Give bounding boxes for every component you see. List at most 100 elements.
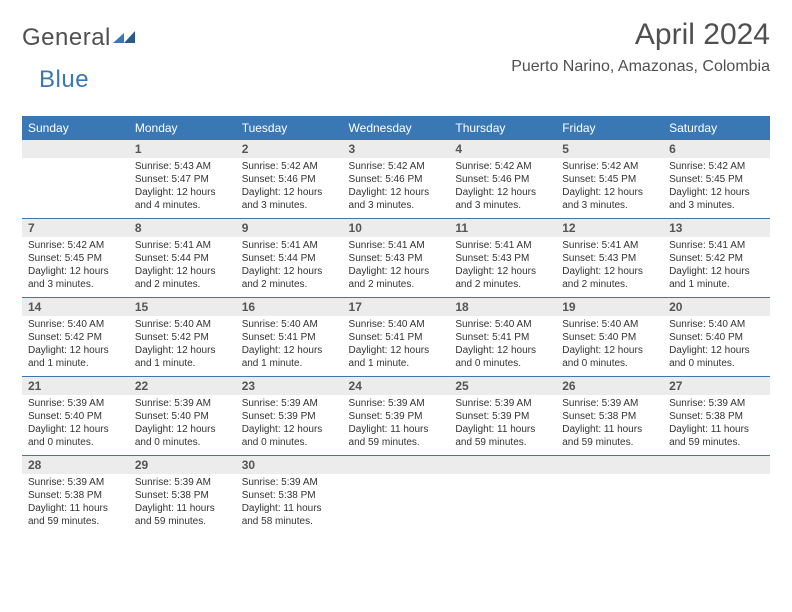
day-number (556, 456, 663, 474)
calendar-day-cell: 21Sunrise: 5:39 AMSunset: 5:40 PMDayligh… (22, 377, 129, 456)
calendar-day-cell (343, 456, 450, 535)
day-details (22, 158, 129, 208)
day-number: 15 (129, 298, 236, 316)
calendar-day-cell: 8Sunrise: 5:41 AMSunset: 5:44 PMDaylight… (129, 219, 236, 298)
calendar-day-cell: 5Sunrise: 5:42 AMSunset: 5:45 PMDaylight… (556, 140, 663, 219)
day-details: Sunrise: 5:39 AMSunset: 5:38 PMDaylight:… (236, 474, 343, 534)
day-number: 13 (663, 219, 770, 237)
day-details: Sunrise: 5:39 AMSunset: 5:40 PMDaylight:… (22, 395, 129, 455)
day-number (343, 456, 450, 474)
calendar-day-cell (663, 456, 770, 535)
day-number (449, 456, 556, 474)
day-number: 12 (556, 219, 663, 237)
day-details: Sunrise: 5:40 AMSunset: 5:41 PMDaylight:… (449, 316, 556, 376)
calendar-week-row: 28Sunrise: 5:39 AMSunset: 5:38 PMDayligh… (22, 456, 770, 535)
month-title: April 2024 (511, 18, 770, 52)
calendar-day-cell: 6Sunrise: 5:42 AMSunset: 5:45 PMDaylight… (663, 140, 770, 219)
calendar-day-cell: 17Sunrise: 5:40 AMSunset: 5:41 PMDayligh… (343, 298, 450, 377)
day-number: 26 (556, 377, 663, 395)
day-number: 27 (663, 377, 770, 395)
day-number: 25 (449, 377, 556, 395)
day-details: Sunrise: 5:42 AMSunset: 5:46 PMDaylight:… (343, 158, 450, 218)
calendar-day-cell: 23Sunrise: 5:39 AMSunset: 5:39 PMDayligh… (236, 377, 343, 456)
calendar-day-cell: 24Sunrise: 5:39 AMSunset: 5:39 PMDayligh… (343, 377, 450, 456)
day-number: 16 (236, 298, 343, 316)
calendar-week-row: 1Sunrise: 5:43 AMSunset: 5:47 PMDaylight… (22, 140, 770, 219)
day-details: Sunrise: 5:42 AMSunset: 5:46 PMDaylight:… (236, 158, 343, 218)
brand-word-2: Blue (39, 66, 89, 93)
calendar-day-cell: 15Sunrise: 5:40 AMSunset: 5:42 PMDayligh… (129, 298, 236, 377)
calendar-day-cell (449, 456, 556, 535)
day-details: Sunrise: 5:40 AMSunset: 5:42 PMDaylight:… (129, 316, 236, 376)
calendar-day-cell: 30Sunrise: 5:39 AMSunset: 5:38 PMDayligh… (236, 456, 343, 535)
day-details: Sunrise: 5:40 AMSunset: 5:40 PMDaylight:… (556, 316, 663, 376)
day-number: 30 (236, 456, 343, 474)
day-details: Sunrise: 5:42 AMSunset: 5:45 PMDaylight:… (663, 158, 770, 218)
day-number: 7 (22, 219, 129, 237)
calendar-day-cell: 9Sunrise: 5:41 AMSunset: 5:44 PMDaylight… (236, 219, 343, 298)
day-number: 8 (129, 219, 236, 237)
calendar-day-cell: 13Sunrise: 5:41 AMSunset: 5:42 PMDayligh… (663, 219, 770, 298)
calendar-day-cell (556, 456, 663, 535)
calendar-body: 1Sunrise: 5:43 AMSunset: 5:47 PMDaylight… (22, 140, 770, 534)
day-details: Sunrise: 5:41 AMSunset: 5:43 PMDaylight:… (343, 237, 450, 297)
day-details: Sunrise: 5:39 AMSunset: 5:38 PMDaylight:… (556, 395, 663, 455)
day-number: 14 (22, 298, 129, 316)
day-number: 24 (343, 377, 450, 395)
calendar-week-row: 21Sunrise: 5:39 AMSunset: 5:40 PMDayligh… (22, 377, 770, 456)
day-number: 22 (129, 377, 236, 395)
day-number: 19 (556, 298, 663, 316)
day-details: Sunrise: 5:39 AMSunset: 5:40 PMDaylight:… (129, 395, 236, 455)
calendar-day-cell: 11Sunrise: 5:41 AMSunset: 5:43 PMDayligh… (449, 219, 556, 298)
day-details: Sunrise: 5:41 AMSunset: 5:44 PMDaylight:… (129, 237, 236, 297)
calendar-table: Sunday Monday Tuesday Wednesday Thursday… (22, 116, 770, 534)
day-number: 20 (663, 298, 770, 316)
weekday-header: Sunday (22, 116, 129, 140)
day-details: Sunrise: 5:42 AMSunset: 5:46 PMDaylight:… (449, 158, 556, 218)
day-details: Sunrise: 5:40 AMSunset: 5:41 PMDaylight:… (343, 316, 450, 376)
weekday-header-row: Sunday Monday Tuesday Wednesday Thursday… (22, 116, 770, 140)
calendar-week-row: 14Sunrise: 5:40 AMSunset: 5:42 PMDayligh… (22, 298, 770, 377)
calendar-day-cell: 4Sunrise: 5:42 AMSunset: 5:46 PMDaylight… (449, 140, 556, 219)
day-number: 1 (129, 140, 236, 158)
calendar-day-cell: 19Sunrise: 5:40 AMSunset: 5:40 PMDayligh… (556, 298, 663, 377)
day-details: Sunrise: 5:41 AMSunset: 5:44 PMDaylight:… (236, 237, 343, 297)
calendar-day-cell: 1Sunrise: 5:43 AMSunset: 5:47 PMDaylight… (129, 140, 236, 219)
calendar-day-cell: 26Sunrise: 5:39 AMSunset: 5:38 PMDayligh… (556, 377, 663, 456)
weekday-header: Tuesday (236, 116, 343, 140)
day-details: Sunrise: 5:39 AMSunset: 5:38 PMDaylight:… (129, 474, 236, 534)
day-number (22, 140, 129, 158)
day-details: Sunrise: 5:42 AMSunset: 5:45 PMDaylight:… (22, 237, 129, 297)
brand-logo: General (22, 18, 135, 52)
day-details: Sunrise: 5:42 AMSunset: 5:45 PMDaylight:… (556, 158, 663, 218)
day-details: Sunrise: 5:39 AMSunset: 5:39 PMDaylight:… (236, 395, 343, 455)
calendar-day-cell: 20Sunrise: 5:40 AMSunset: 5:40 PMDayligh… (663, 298, 770, 377)
calendar-day-cell: 16Sunrise: 5:40 AMSunset: 5:41 PMDayligh… (236, 298, 343, 377)
day-number: 2 (236, 140, 343, 158)
day-details (343, 474, 450, 524)
day-details: Sunrise: 5:41 AMSunset: 5:42 PMDaylight:… (663, 237, 770, 297)
day-details: Sunrise: 5:39 AMSunset: 5:39 PMDaylight:… (449, 395, 556, 455)
calendar-day-cell: 12Sunrise: 5:41 AMSunset: 5:43 PMDayligh… (556, 219, 663, 298)
day-details: Sunrise: 5:40 AMSunset: 5:41 PMDaylight:… (236, 316, 343, 376)
calendar-day-cell: 27Sunrise: 5:39 AMSunset: 5:38 PMDayligh… (663, 377, 770, 456)
weekday-header: Saturday (663, 116, 770, 140)
day-details: Sunrise: 5:39 AMSunset: 5:39 PMDaylight:… (343, 395, 450, 455)
day-details (556, 474, 663, 524)
calendar-day-cell: 2Sunrise: 5:42 AMSunset: 5:46 PMDaylight… (236, 140, 343, 219)
calendar-day-cell: 7Sunrise: 5:42 AMSunset: 5:45 PMDaylight… (22, 219, 129, 298)
day-number: 23 (236, 377, 343, 395)
day-details (663, 474, 770, 524)
day-details: Sunrise: 5:40 AMSunset: 5:42 PMDaylight:… (22, 316, 129, 376)
calendar-day-cell: 29Sunrise: 5:39 AMSunset: 5:38 PMDayligh… (129, 456, 236, 535)
weekday-header: Friday (556, 116, 663, 140)
day-details: Sunrise: 5:39 AMSunset: 5:38 PMDaylight:… (663, 395, 770, 455)
calendar-day-cell: 14Sunrise: 5:40 AMSunset: 5:42 PMDayligh… (22, 298, 129, 377)
day-details: Sunrise: 5:43 AMSunset: 5:47 PMDaylight:… (129, 158, 236, 218)
brand-word-1: General (22, 24, 111, 52)
brand-mark-icon (113, 29, 135, 50)
day-number: 4 (449, 140, 556, 158)
day-details (449, 474, 556, 524)
day-details: Sunrise: 5:39 AMSunset: 5:38 PMDaylight:… (22, 474, 129, 534)
calendar-day-cell: 10Sunrise: 5:41 AMSunset: 5:43 PMDayligh… (343, 219, 450, 298)
